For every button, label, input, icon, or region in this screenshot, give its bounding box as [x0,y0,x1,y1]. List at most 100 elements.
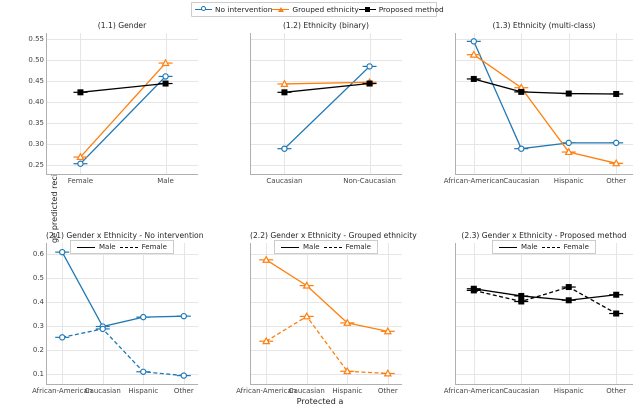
series-line [80,82,166,93]
gridline-horizontal [251,350,402,352]
series-layer [55,248,191,379]
data-point-marker [180,372,187,379]
series-line [79,75,167,165]
x-tick-label: Caucasian [84,387,121,395]
data-point-marker [77,89,84,96]
series-layer [277,63,377,152]
x-tick-label: Caucasian [503,177,540,185]
data-point-marker [366,63,373,70]
series-line [473,78,617,95]
plot-area: African-American Caucasian Hispanic Other [236,243,402,395]
y-tick-label: 0.3 [32,322,44,331]
data-point-marker [613,310,620,317]
gridline-vertical [284,33,286,174]
y-tick-label: 0.35 [28,118,44,127]
gridline-horizontal [251,122,402,124]
x-tick-label: Caucasian [503,387,540,395]
legend-label-female: Female [345,243,371,251]
data-point-marker [518,292,525,299]
data-point-marker [613,90,620,97]
y-tick-label: 0.4 [32,297,44,306]
gridline-vertical [387,243,389,384]
gridline-horizontal [251,374,402,376]
legend-label: Proposed method [378,5,444,14]
data-point-marker [302,281,311,289]
data-point-marker [518,145,525,152]
series-line [61,251,184,328]
gridline-horizontal [456,277,633,279]
data-point-marker [59,334,66,341]
legend-label-female: Female [141,243,167,251]
chart-panel-2-1: (2.1) Gender x Ethnicity - No interventi… [32,231,203,395]
gridline-vertical [521,33,523,174]
legend-solid-line-icon [281,246,299,248]
panel-legend: Male Female [492,240,596,254]
series-line [283,65,371,150]
gridline-horizontal [47,101,198,103]
data-point-marker [281,145,288,152]
data-point-marker [518,88,525,95]
gridline-vertical [473,243,475,384]
legend-label-male: Male [303,243,320,251]
data-point-marker [281,89,288,96]
panel-title: (1.2) Ethnicity (binary) [282,21,370,30]
y-tick-label: 0.45 [28,77,44,86]
gridline-horizontal [47,143,198,145]
gridline-horizontal [456,253,633,255]
panel-title: (2.2) Gender x Ethnicity - Grouped ethni… [250,231,417,240]
x-tick-label: African-American [236,387,297,395]
data-point-marker [565,139,572,147]
y-tick-label: 0.5 [32,273,44,282]
x-tick-label: Other [606,387,627,395]
gridline-horizontal [47,81,198,83]
y-tick-label: 0.1 [32,370,44,379]
gridline-vertical [266,243,268,384]
series-layer [466,284,624,317]
gridline-horizontal [47,374,198,376]
data-point-marker [77,160,84,167]
legend-label-male: Male [521,243,538,251]
x-tick-label: Caucasian [266,177,303,185]
plot-area: Caucasian Non-Caucasian [250,33,402,185]
data-point-marker [383,326,392,335]
data-point-marker [470,75,477,82]
data-point-marker [383,369,392,377]
data-point-marker [470,287,477,294]
gridline-horizontal [251,326,402,328]
data-point-marker [180,312,187,320]
legend-swatch-line-triangle-icon [272,5,290,14]
gridline-horizontal [251,81,402,83]
legend-dashed-line-icon [541,246,560,248]
x-tick-label: Hispanic [128,387,159,395]
gridline-vertical [62,243,64,384]
gridline-horizontal [251,301,402,303]
plot-area: 0.25 0.30 0.35 0.40 0.45 0.50 0.55 Female Male [28,33,198,185]
series-line [284,82,370,93]
gridline-vertical [80,33,82,174]
data-point-marker [565,90,572,97]
gridline-vertical [568,243,570,384]
legend-dashed-line-icon [323,246,342,248]
gridline-horizontal [47,253,198,255]
data-point-marker [302,311,311,320]
y-tick-label: 0.2 [32,346,44,355]
x-tick-label: Other [606,177,627,185]
y-tick-label: 0.50 [28,56,44,65]
panel-title: (1.3) Ethnicity (multi-class) [492,21,596,30]
gridline-horizontal [47,350,198,352]
data-point-marker [469,50,478,58]
gridline-horizontal [47,39,198,41]
x-tick-label: Male [157,177,174,185]
x-tick-label: Other [173,387,194,395]
x-tick-label: African-American [443,177,504,185]
series-line [284,81,370,85]
data-point-marker [140,313,147,321]
gridline-horizontal [456,101,633,103]
legend-dashed-line-icon [119,246,138,248]
y-tick-label: 0.55 [28,35,44,44]
data-point-marker [565,297,572,304]
legend-label-female: Female [563,243,589,251]
gridline-vertical [521,243,523,384]
gridline-vertical [568,33,570,174]
